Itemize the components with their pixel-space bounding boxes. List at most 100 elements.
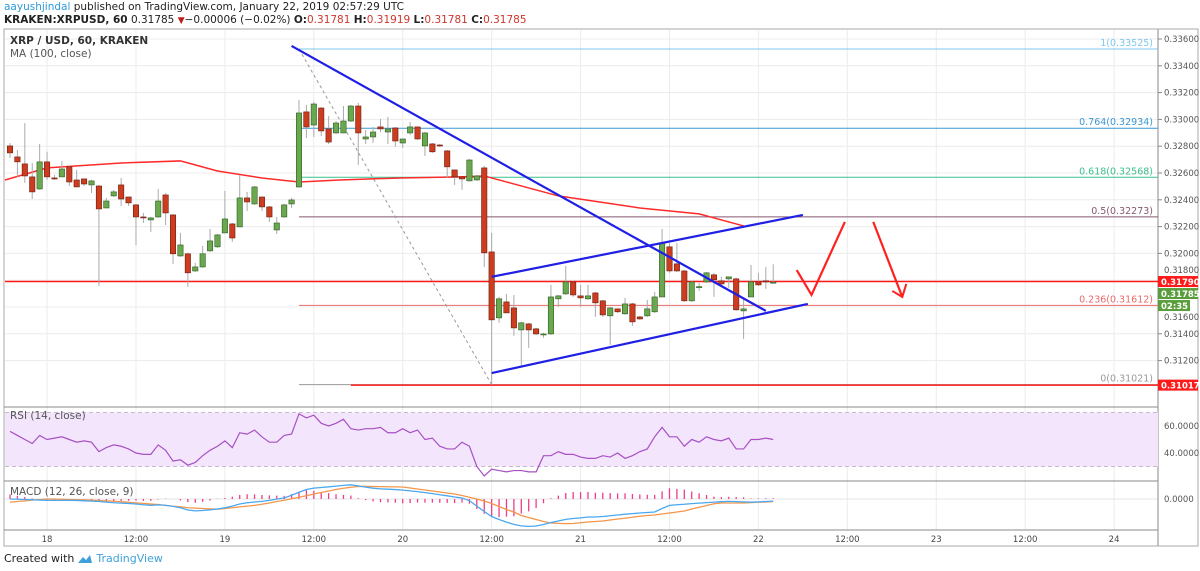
candle-up: [770, 281, 777, 284]
time-tick-label: 12:00: [479, 535, 504, 545]
high-label: H:: [353, 14, 367, 26]
fib-level-label: 0.618(0.32568): [1079, 166, 1153, 177]
author-link[interactable]: aayushjindal: [4, 1, 71, 13]
candle-up: [696, 286, 703, 288]
candle-down: [21, 163, 28, 177]
macd-line: [9, 484, 774, 528]
main-pane-title: XRP / USD, 60, KRAKEN: [10, 35, 149, 47]
candle-down: [673, 263, 680, 272]
candle-up: [199, 253, 206, 268]
candle-up: [740, 308, 747, 312]
candle-up: [288, 199, 295, 205]
candle-down: [503, 301, 510, 314]
price-tick-label: 0.32800: [1164, 142, 1199, 152]
forecast-arrow-down: [872, 221, 904, 298]
time-tick-label: 12:00: [124, 535, 149, 545]
price-tick-label: 0.33200: [1164, 89, 1199, 99]
candle-up: [333, 122, 340, 134]
rsi-band: [5, 412, 1158, 467]
fib-trend-line: [298, 48, 493, 385]
price-tick-label: 0.32400: [1164, 196, 1199, 206]
candle-down: [414, 126, 421, 140]
candle-down: [170, 214, 177, 255]
price-badge-label: 0.31785: [1161, 290, 1200, 300]
candle-down: [355, 105, 362, 134]
candle-down: [525, 323, 532, 331]
candle-up: [644, 308, 651, 317]
candle-up: [370, 131, 377, 138]
candle-down: [14, 156, 21, 163]
candle-up: [103, 200, 110, 209]
time-tick-label: 22: [753, 535, 764, 545]
candle-up: [347, 105, 354, 122]
candle-down: [377, 126, 384, 130]
price-badge-label: 0.31017: [1161, 382, 1200, 392]
candle-down: [488, 251, 495, 321]
last-price: 0.31785: [130, 14, 175, 26]
candle-up: [562, 281, 569, 295]
time-tick-label: 20: [397, 535, 408, 545]
candle-up: [518, 322, 525, 331]
candle-down: [66, 166, 73, 183]
candle-down: [459, 176, 466, 180]
candle-down: [303, 111, 310, 128]
indicators: [9, 412, 774, 528]
close-value: 0.31785: [483, 14, 527, 26]
candle-up: [622, 303, 629, 315]
candle-up: [540, 333, 547, 336]
trend-line: [491, 302, 809, 375]
candle-down: [533, 328, 540, 335]
time-tick-label: 19: [219, 535, 230, 545]
rsi-tick-label: 40.0000: [1164, 449, 1199, 459]
macd-signal-line: [9, 485, 774, 525]
rsi-line: [9, 412, 774, 477]
candle-up: [340, 120, 347, 134]
price-badge: [1158, 379, 1198, 391]
candle-down: [81, 178, 88, 185]
candle-down: [510, 307, 517, 329]
time-tick-label: 12:00: [657, 535, 682, 545]
candle-down: [444, 150, 451, 168]
candle-down: [244, 197, 251, 203]
candle-up: [281, 204, 288, 218]
publish-text: published on TradingView.com, January 22…: [70, 1, 405, 13]
price-tick-label: 0.31200: [1164, 357, 1199, 367]
time-tick-label: 12:00: [835, 535, 860, 545]
candle-down: [429, 143, 436, 153]
open-value: 0.31781: [307, 14, 351, 26]
fib-level-label: 0.236(0.31612): [1079, 294, 1153, 305]
price-tick-label: 0.33400: [1164, 62, 1199, 72]
price-tick-label: 0.33000: [1164, 115, 1199, 125]
candle-down: [258, 196, 265, 208]
tradingview-logo-icon: [78, 554, 93, 563]
candle-down: [592, 292, 599, 304]
candle-up: [584, 295, 591, 300]
price-tick-label: 0.32200: [1164, 223, 1199, 233]
rsi-tick-label: 60.0000: [1164, 422, 1199, 432]
candle-up: [207, 240, 214, 252]
time-tick-label: 24: [1109, 535, 1120, 545]
time-tick-label: 12:00: [1013, 535, 1038, 545]
candle-up: [547, 296, 554, 335]
tradingview-link[interactable]: TradingView: [96, 552, 163, 565]
fib-level-label: 0.764(0.32934): [1079, 117, 1153, 128]
candles: [7, 99, 777, 385]
candle-up: [421, 132, 428, 147]
ma-100-line: [4, 160, 744, 227]
rsi-band-fill: [5, 412, 1158, 467]
candle-up: [251, 186, 258, 205]
candle-down: [118, 184, 125, 200]
axes: 0.33600 0.33400 0.33200 0.33000 0.32800 0.326…: [42, 35, 1200, 545]
price-tick-label: 0.32600: [1164, 169, 1199, 179]
candle-up: [496, 298, 503, 319]
candle-up: [221, 218, 228, 234]
candle-up: [473, 175, 480, 181]
candle-down: [636, 316, 643, 320]
price-badge: [1158, 276, 1198, 288]
candle-down: [599, 300, 606, 316]
candle-down: [140, 216, 147, 219]
candle-down: [125, 196, 132, 204]
created-with-text: Created with: [4, 552, 75, 565]
time-tick-label: 21: [575, 535, 586, 545]
